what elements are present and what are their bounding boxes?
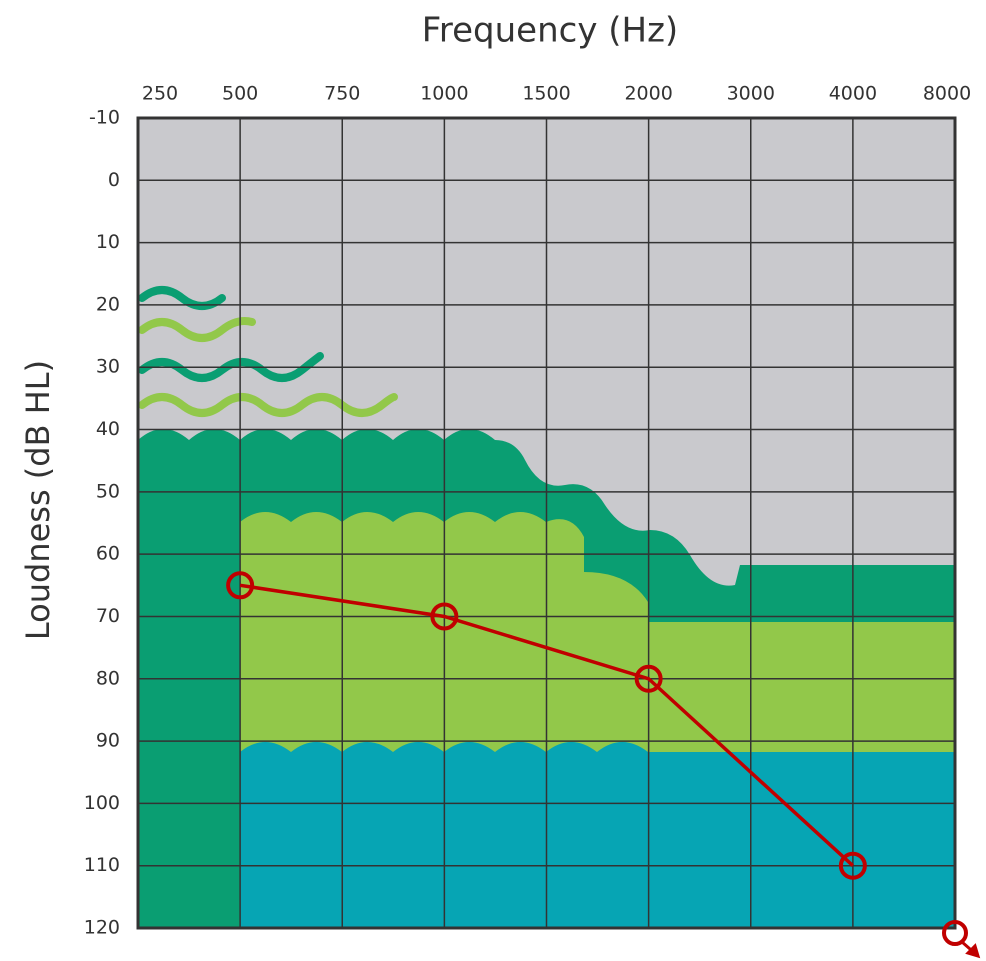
y-tick-label: 120 — [84, 917, 120, 939]
y-tick-label: 90 — [96, 730, 120, 752]
y-tick-label: 20 — [96, 293, 120, 315]
y-tick-label: 70 — [96, 605, 120, 627]
data-point — [226, 571, 255, 600]
region-teal — [240, 742, 955, 928]
y-tick-label: 80 — [96, 667, 120, 689]
y-tick-label: 10 — [96, 231, 120, 253]
y-tick-label: 100 — [84, 792, 120, 814]
y-tick-label: 110 — [84, 854, 120, 876]
y-tick-label: 40 — [96, 418, 120, 440]
data-point — [634, 664, 663, 693]
x-tick-label: 3000 — [727, 83, 775, 105]
data-point — [430, 602, 459, 631]
x-tick-label: 500 — [222, 83, 258, 105]
data-layer — [226, 571, 867, 880]
y-tick-label: 30 — [96, 356, 120, 378]
y-tick-label: 50 — [96, 480, 120, 502]
series-line — [239, 583, 855, 867]
x-tick-label: 1500 — [522, 83, 570, 105]
x-tick-label: 4000 — [829, 83, 877, 105]
x-tick-label: 2000 — [624, 83, 672, 105]
x-tick-label: 250 — [142, 83, 178, 105]
data-point — [838, 851, 867, 880]
chart-title: Frequency (Hz) — [422, 11, 678, 51]
x-tick-label: 8000 — [923, 83, 971, 105]
plot-border — [136, 116, 957, 930]
y-tick-label: 60 — [96, 543, 120, 565]
y-axis-label: Loudness (dB HL) — [19, 360, 57, 640]
x-tick-label: 1000 — [420, 83, 468, 105]
x-tick-label: 750 — [324, 83, 360, 105]
region-light-green — [240, 512, 955, 752]
y-tick-label: 0 — [108, 169, 120, 191]
y-tick-label: -10 — [89, 107, 120, 129]
no-response-symbol — [942, 920, 981, 959]
